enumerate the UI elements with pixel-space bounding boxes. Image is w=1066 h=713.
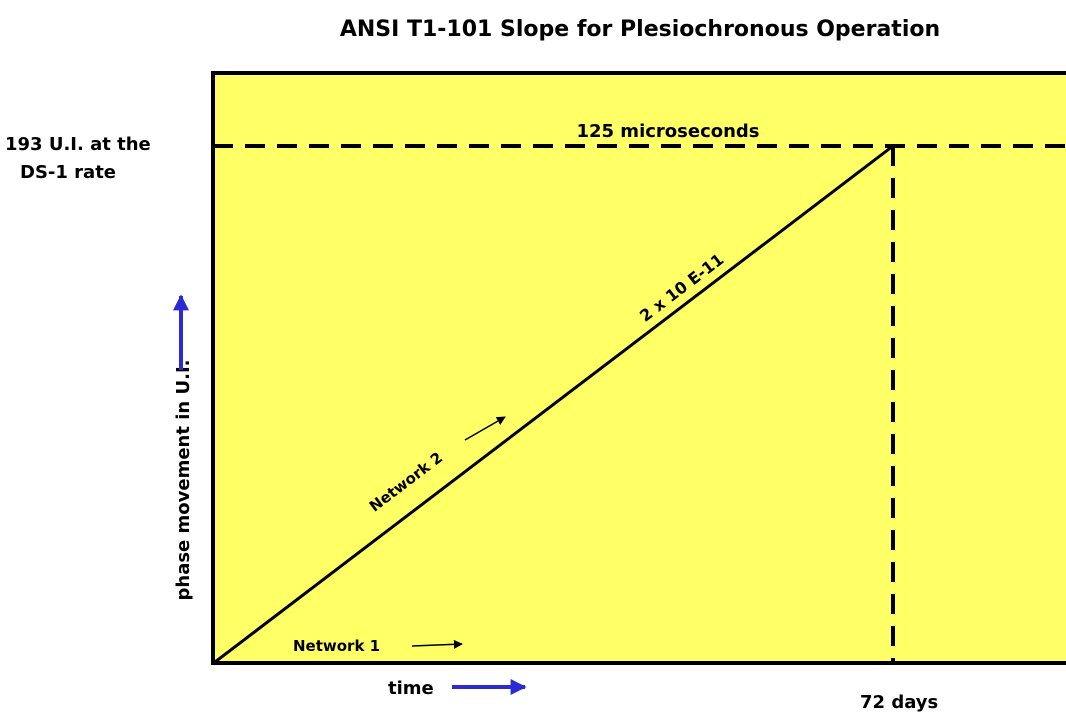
- network1-arrow: [411, 639, 463, 649]
- slope-line: [214, 144, 894, 664]
- y-top-label: 193 U.I. at the: [5, 134, 151, 155]
- y-axis-label: phase movement in U.I.: [173, 360, 194, 601]
- network2-arrow: [464, 416, 506, 441]
- top-annotation: 125 microseconds: [576, 121, 759, 142]
- title: ANSI T1-101 Slope for Plesiochronous Ope…: [340, 17, 940, 42]
- plot-area: [211, 71, 1066, 665]
- x-end-label: 72 days: [860, 692, 938, 713]
- network1-label: Network 1: [293, 637, 380, 655]
- y-top-label: DS-1 rate: [20, 162, 116, 183]
- x-axis-label: time: [388, 678, 434, 699]
